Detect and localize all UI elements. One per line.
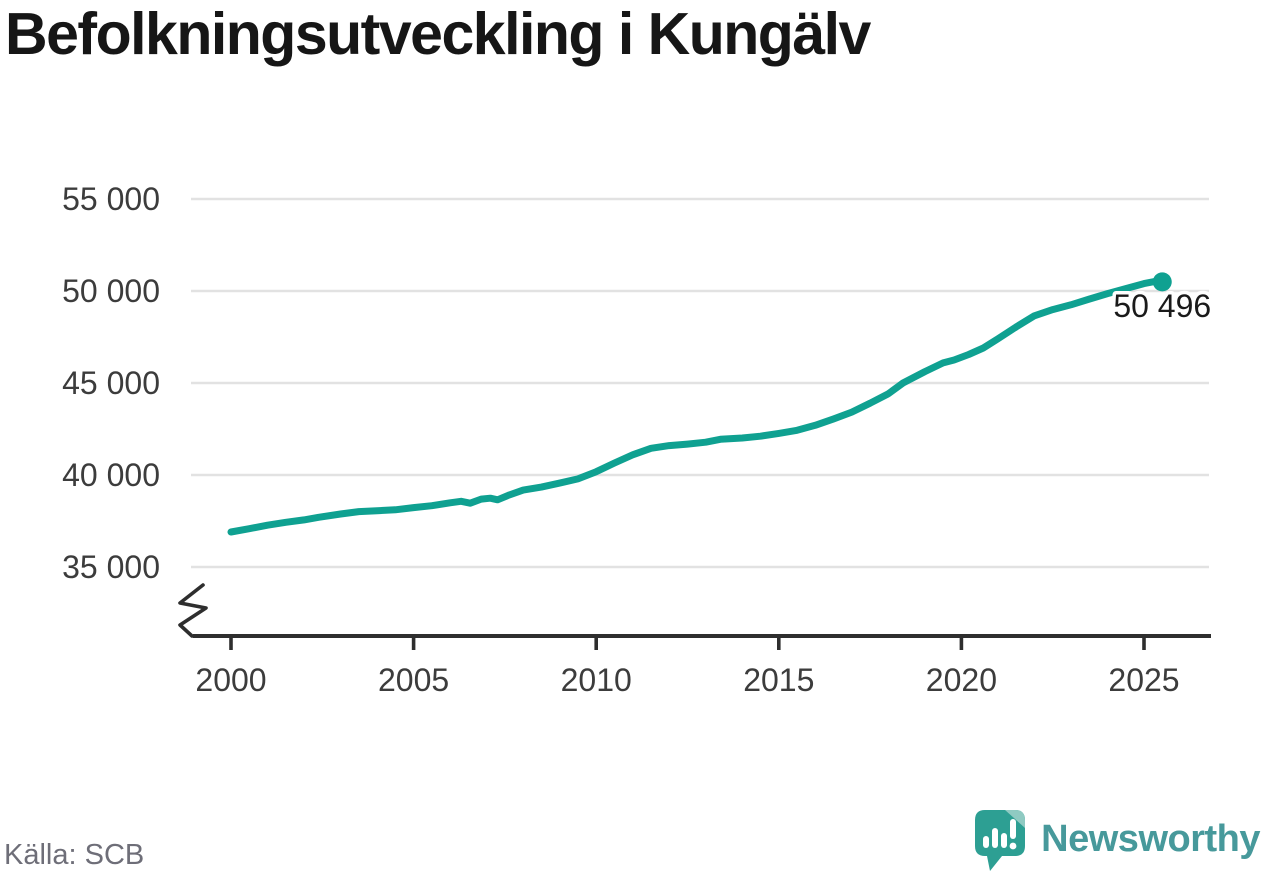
brand-footer: Newsworthy [971, 806, 1260, 872]
x-tick-label: 2015 [743, 662, 814, 698]
population-line [227, 277, 1166, 536]
end-point-label: 50 496 [1113, 288, 1211, 324]
logo-bubble-fold [1005, 810, 1026, 828]
brand-wordmark: Newsworthy [1041, 817, 1260, 860]
y-tick-label: 50 000 [62, 273, 160, 309]
x-axis-ticks: 2000 2005 2010 2015 2020 2025 [195, 638, 1180, 698]
x-tick-label: 2005 [378, 662, 449, 698]
axis-break-icon [178, 583, 208, 638]
x-tick-label: 2025 [1108, 662, 1179, 698]
logo-bar-chart-glyph [983, 819, 1017, 848]
newsworthy-logo-icon [975, 810, 1026, 871]
page-title: Befolkningsutveckling i Kungälv [5, 1, 871, 67]
x-tick-label: 2010 [561, 662, 632, 698]
source-note: Källa: SCB [4, 839, 145, 871]
x-tick-label: 2020 [926, 662, 997, 698]
data-series: 50 496 [227, 272, 1215, 536]
gridlines [191, 197, 1209, 569]
end-point-dot [1152, 272, 1172, 292]
x-tick-label: 2000 [195, 662, 266, 698]
logo-exclamation-dot [1009, 842, 1017, 850]
y-axis-labels: 35 000 40 000 45 000 50 000 55 000 [62, 181, 160, 585]
y-tick-label: 40 000 [62, 457, 160, 493]
y-tick-label: 55 000 [62, 181, 160, 217]
y-tick-label: 35 000 [62, 549, 160, 585]
y-tick-label: 45 000 [62, 365, 160, 401]
